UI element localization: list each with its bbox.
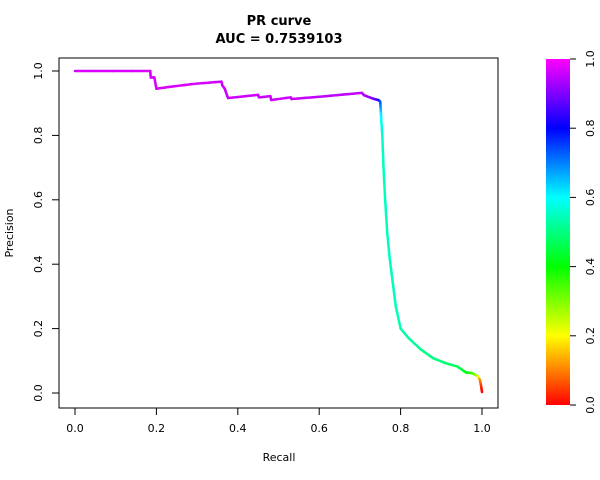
y-tick-label: 0.0 bbox=[32, 384, 45, 402]
y-tick-label: 0.8 bbox=[32, 127, 45, 145]
colorbar-axis: 0.0 0.2 0.4 0.6 0.8 1.0 bbox=[570, 50, 597, 414]
chart-subtitle: AUC = 0.7539103 bbox=[215, 32, 342, 47]
curve-segment bbox=[384, 206, 388, 218]
curve-segment bbox=[384, 214, 388, 226]
y-tick-label: 0.6 bbox=[32, 191, 45, 209]
colorbar-tick-label: 1.0 bbox=[584, 50, 597, 68]
plot-frame bbox=[58, 57, 499, 409]
colorbar-tick-label: 0.0 bbox=[584, 396, 597, 414]
chart-title: PR curve bbox=[247, 14, 312, 29]
x-axis: 0.0 0.2 0.4 0.6 0.8 1.0 bbox=[66, 407, 491, 435]
y-axis: 0.0 0.2 0.4 0.6 0.8 1.0 bbox=[32, 62, 60, 402]
x-tick-label: 0.8 bbox=[392, 422, 410, 435]
y-tick-label: 0.2 bbox=[32, 320, 45, 338]
x-tick-label: 0.4 bbox=[229, 422, 247, 435]
x-tick-label: 0.6 bbox=[310, 422, 328, 435]
curve-segment bbox=[385, 222, 389, 234]
curve-segment bbox=[383, 198, 387, 210]
y-tick-label: 0.4 bbox=[32, 255, 45, 273]
y-axis-label: Precision bbox=[3, 208, 16, 257]
colorbar-tick-label: 0.8 bbox=[584, 119, 597, 137]
colorbar-tick-label: 0.2 bbox=[584, 327, 597, 345]
x-axis-label: Recall bbox=[263, 451, 296, 464]
x-tick-label: 0.2 bbox=[148, 422, 166, 435]
y-tick-label: 1.0 bbox=[32, 62, 45, 80]
pr-curve-line bbox=[73, 69, 484, 394]
colorbar-tick-label: 0.4 bbox=[584, 258, 597, 276]
x-tick-label: 1.0 bbox=[473, 422, 491, 435]
x-tick-label: 0.0 bbox=[66, 422, 84, 435]
colorbar bbox=[546, 59, 570, 405]
colorbar-tick-label: 0.6 bbox=[584, 189, 597, 207]
